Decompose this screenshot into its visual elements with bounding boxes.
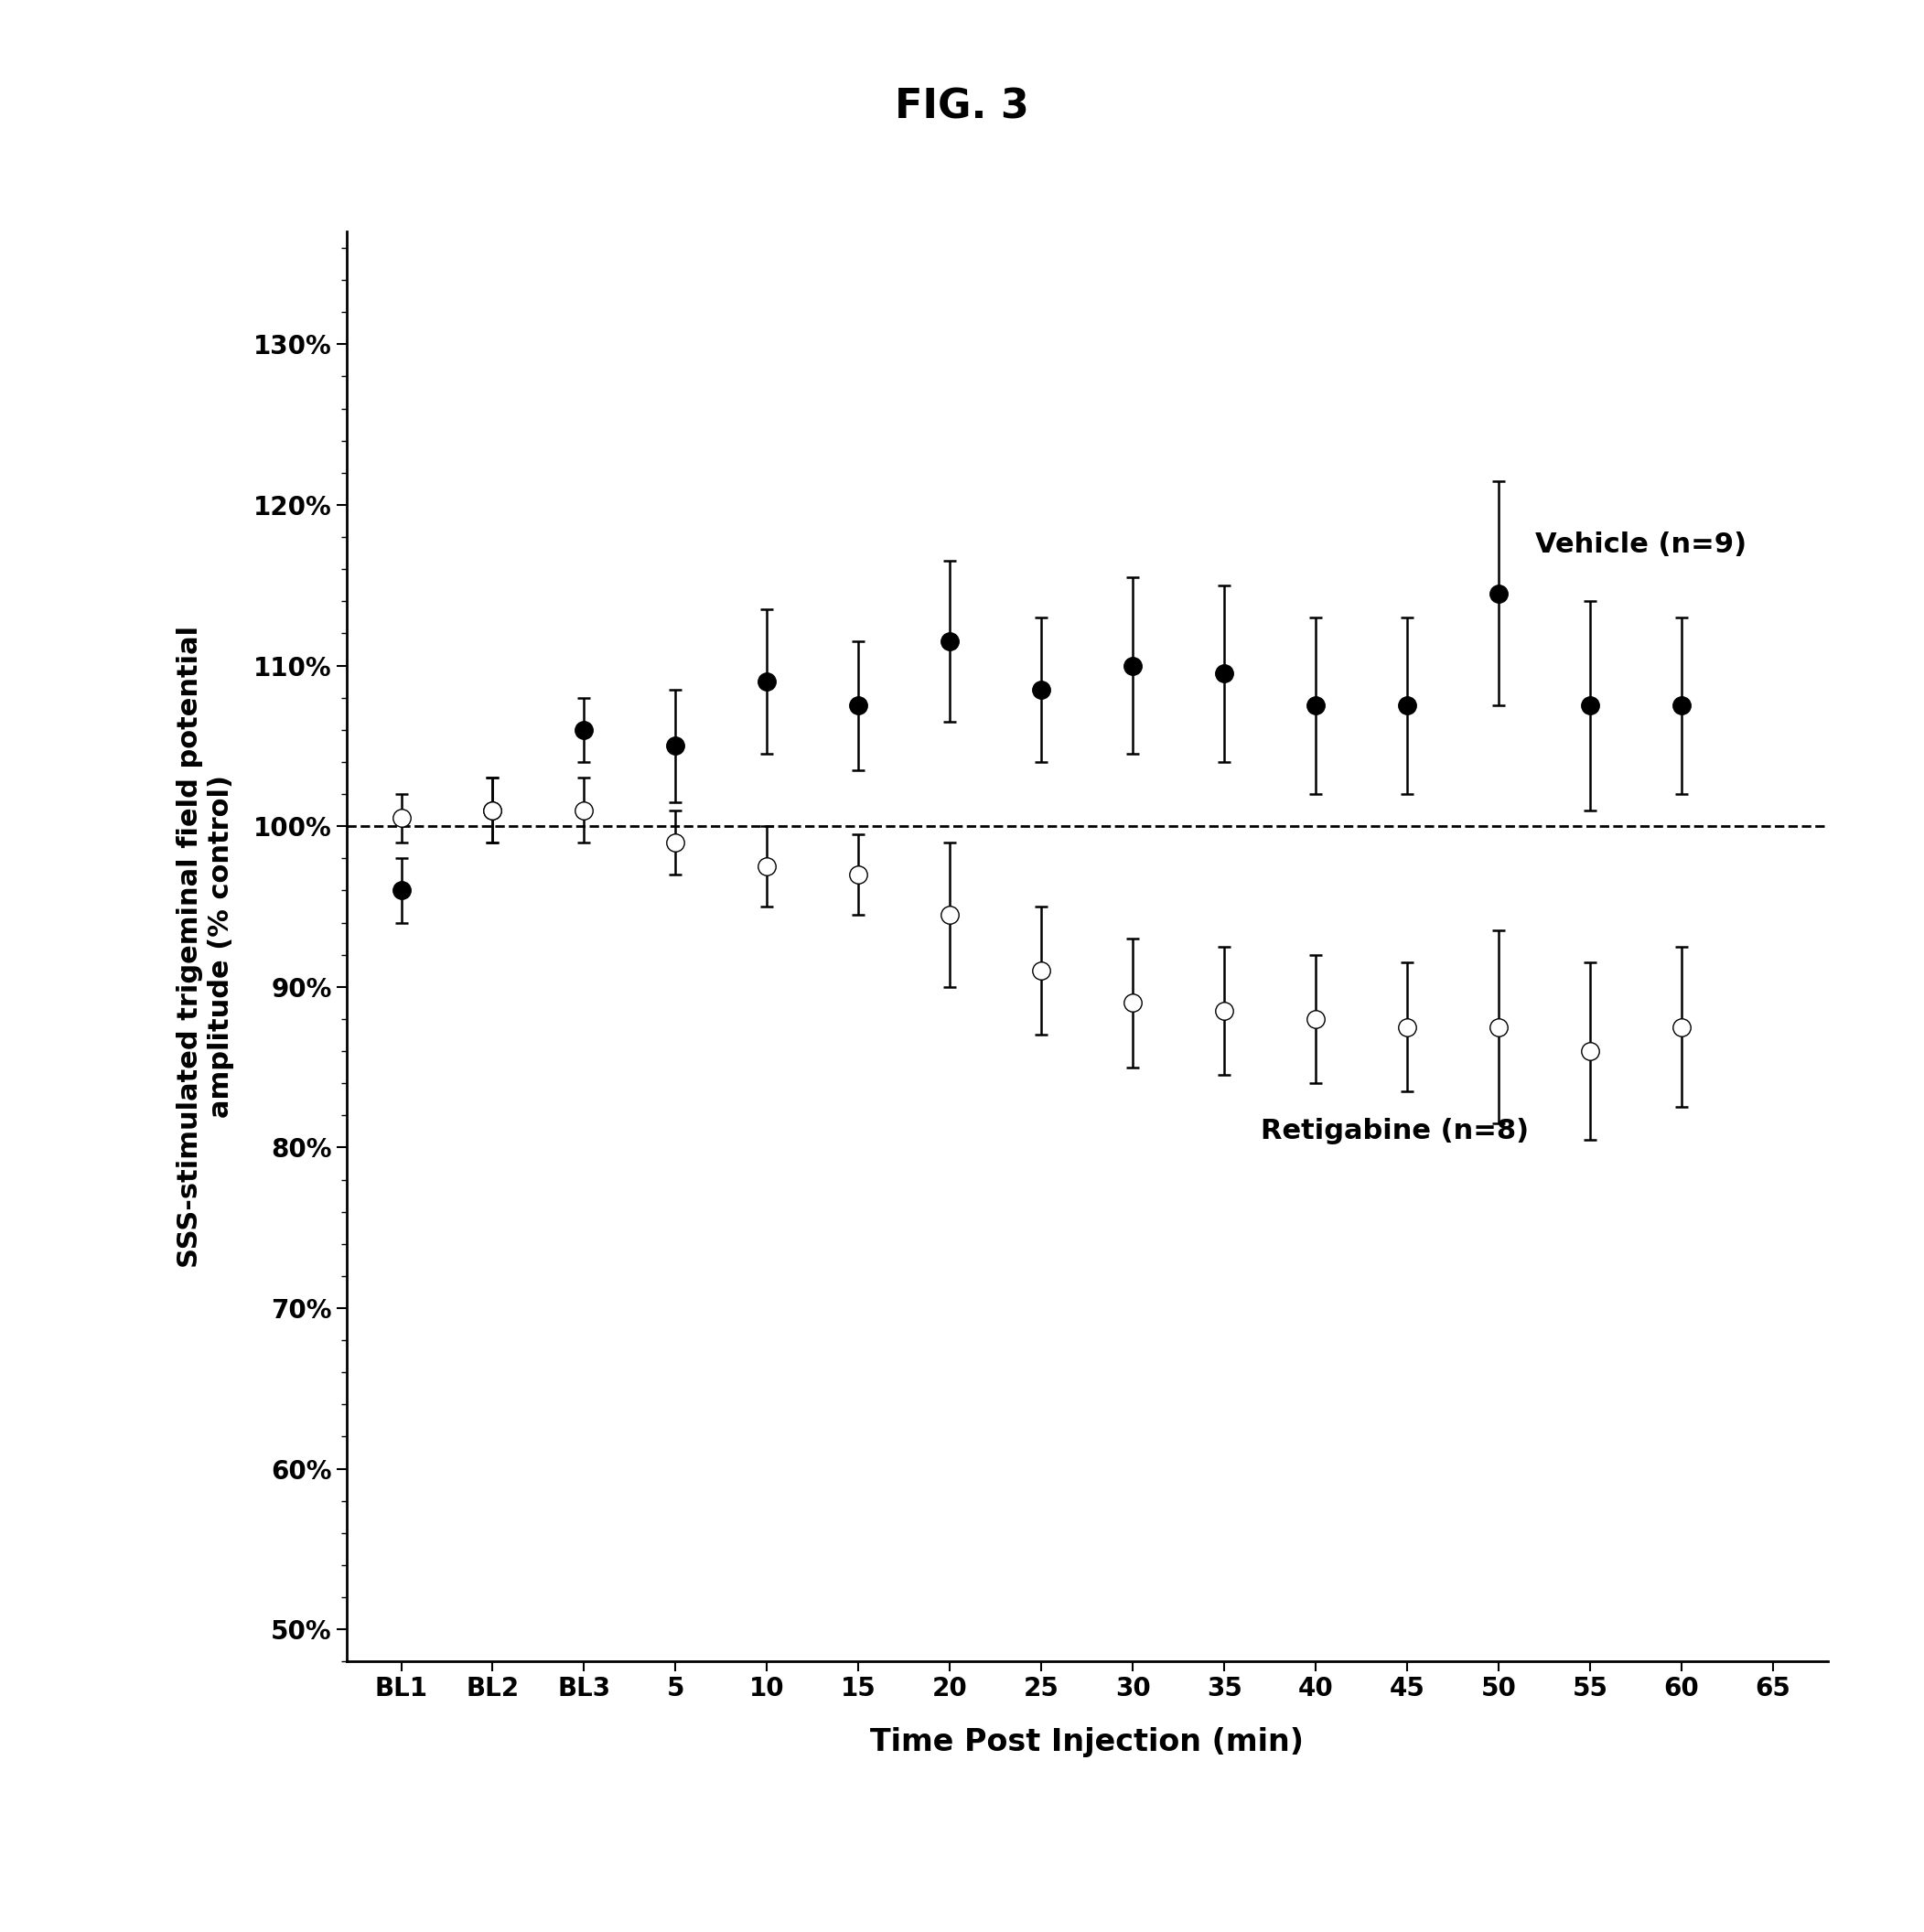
X-axis label: Time Post Injection (min): Time Post Injection (min) [870, 1727, 1304, 1758]
Text: Vehicle (n=9): Vehicle (n=9) [1535, 531, 1747, 558]
Text: Retigabine (n=8): Retigabine (n=8) [1260, 1119, 1530, 1144]
Y-axis label: SSS-stimulated trigeminal field potential
amplitude (% control): SSS-stimulated trigeminal field potentia… [177, 626, 235, 1267]
Text: FIG. 3: FIG. 3 [895, 87, 1029, 126]
